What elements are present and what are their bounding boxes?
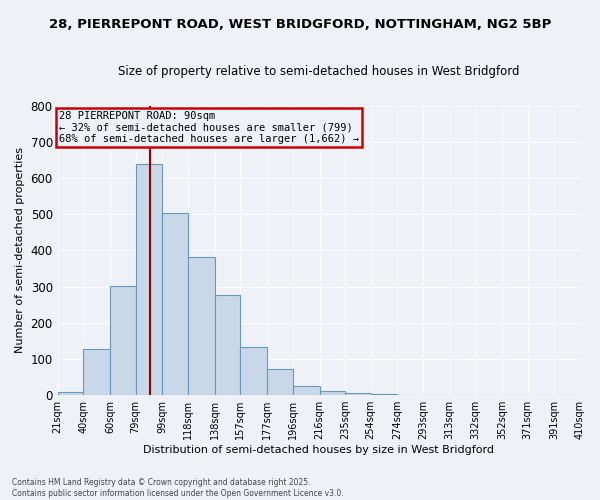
Bar [240, 347, 267, 395]
Bar [58, 392, 83, 395]
Bar [163, 214, 188, 395]
Y-axis label: Number of semi-detached properties: Number of semi-detached properties [15, 148, 25, 354]
Bar [345, 394, 371, 395]
Bar [293, 386, 320, 395]
Text: 28 PIERREPONT ROAD: 90sqm
← 32% of semi-detached houses are smaller (799)
68% of: 28 PIERREPONT ROAD: 90sqm ← 32% of semi-… [59, 111, 359, 144]
Text: Contains HM Land Registry data © Crown copyright and database right 2025.
Contai: Contains HM Land Registry data © Crown c… [12, 478, 344, 498]
Bar [83, 349, 110, 395]
Bar [110, 286, 136, 395]
Title: Size of property relative to semi-detached houses in West Bridgford: Size of property relative to semi-detach… [118, 65, 520, 78]
X-axis label: Distribution of semi-detached houses by size in West Bridgford: Distribution of semi-detached houses by … [143, 445, 494, 455]
Bar [267, 369, 293, 395]
Bar [215, 294, 240, 395]
Text: 28, PIERREPONT ROAD, WEST BRIDGFORD, NOTTINGHAM, NG2 5BP: 28, PIERREPONT ROAD, WEST BRIDGFORD, NOT… [49, 18, 551, 30]
Bar [136, 164, 163, 395]
Bar [188, 256, 215, 395]
Bar [371, 394, 397, 395]
Bar [320, 391, 345, 395]
